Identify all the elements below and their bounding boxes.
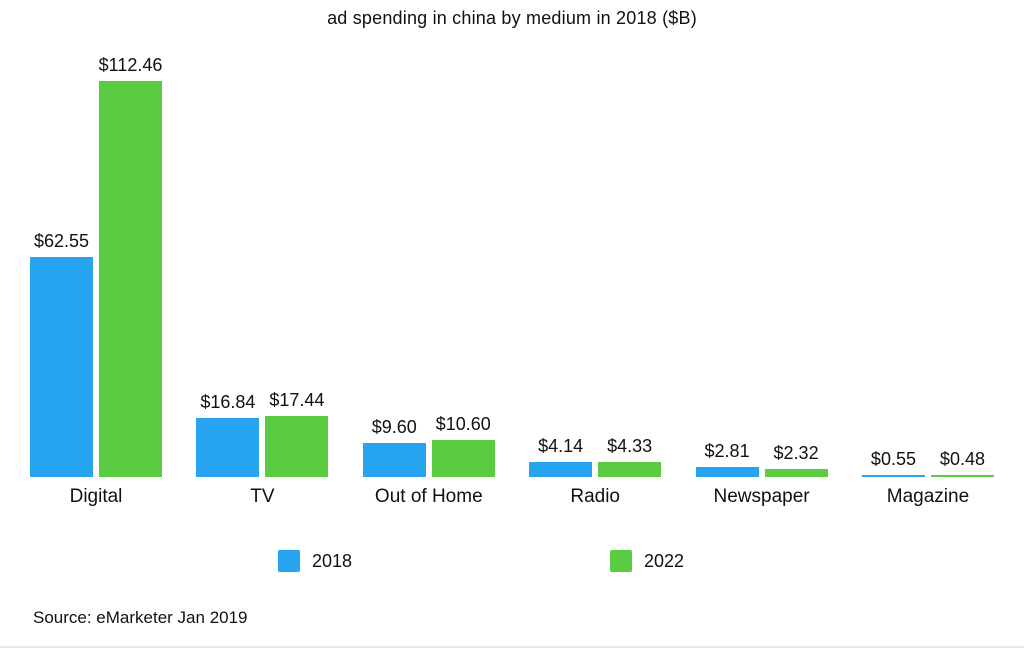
bar-group-out-of-home: $9.60 $10.60 Out of Home bbox=[362, 414, 495, 507]
bar-group-tv: $16.84 $17.44 TV bbox=[196, 390, 329, 507]
value-label-2018-magazine: $0.55 bbox=[870, 449, 916, 470]
bar-group-magazine: $0.55 $0.48 Magazine bbox=[861, 449, 994, 507]
bar-2018-magazine bbox=[861, 475, 925, 477]
value-label-2018-newspaper: $2.81 bbox=[704, 441, 750, 462]
bar-2018-tv bbox=[196, 417, 260, 477]
bar-groups: $62.55 $112.46 Digital $16.84 $17.44 TV $9.60 $… bbox=[30, 55, 994, 507]
value-label-2022-radio: $4.33 bbox=[607, 435, 653, 456]
value-label-2018-digital: $62.55 bbox=[33, 230, 90, 251]
value-label-2022-magazine: $0.48 bbox=[939, 449, 985, 470]
bar-2022-radio bbox=[598, 461, 662, 477]
category-label-radio: Radio bbox=[570, 486, 620, 507]
bar-2022-newspaper bbox=[764, 468, 828, 477]
bottom-divider bbox=[0, 646, 1024, 648]
legend-label-2018: 2018 bbox=[312, 550, 353, 571]
value-label-2018-tv: $16.84 bbox=[200, 391, 256, 412]
bar-group-newspaper: $2.81 $2.32 Newspaper bbox=[695, 441, 828, 507]
value-label-2018-radio: $4.14 bbox=[538, 436, 584, 457]
source-note: Source: eMarketer Jan 2019 bbox=[33, 608, 248, 627]
category-label-digital: Digital bbox=[69, 486, 123, 507]
category-label-out-of-home: Out of Home bbox=[374, 486, 483, 507]
bar-2022-magazine bbox=[930, 475, 994, 477]
bar-2022-out-of-home bbox=[431, 439, 495, 477]
category-label-tv: TV bbox=[250, 486, 275, 507]
bar-2022-digital bbox=[99, 81, 162, 477]
value-label-2022-out-of-home: $10.60 bbox=[435, 413, 491, 434]
value-label-2022-newspaper: $2.32 bbox=[773, 442, 819, 463]
chart-title: ad spending in china by medium in 2018 (… bbox=[327, 8, 697, 28]
bar-2018-out-of-home bbox=[362, 443, 426, 477]
category-label-newspaper: Newspaper bbox=[713, 486, 810, 507]
value-label-2018-out-of-home: $9.60 bbox=[371, 417, 417, 438]
bar-group-digital: $62.55 $112.46 Digital bbox=[30, 55, 162, 507]
legend-item-2018: 2018 bbox=[278, 550, 352, 572]
bar-2018-radio bbox=[529, 462, 593, 477]
legend-swatch-2022 bbox=[610, 550, 632, 572]
bar-2022-tv bbox=[265, 415, 329, 477]
legend-swatch-2018 bbox=[278, 550, 300, 572]
value-label-2022-digital: $112.46 bbox=[98, 55, 163, 75]
bar-2018-digital bbox=[30, 256, 93, 477]
bar-2018-newspaper bbox=[695, 467, 759, 477]
legend-item-2022: 2022 bbox=[610, 550, 684, 572]
category-label-magazine: Magazine bbox=[886, 486, 970, 507]
bar-group-radio: $4.14 $4.33 Radio bbox=[529, 436, 662, 507]
legend-label-2022: 2022 bbox=[644, 550, 685, 571]
value-label-2022-tv: $17.44 bbox=[269, 389, 325, 410]
